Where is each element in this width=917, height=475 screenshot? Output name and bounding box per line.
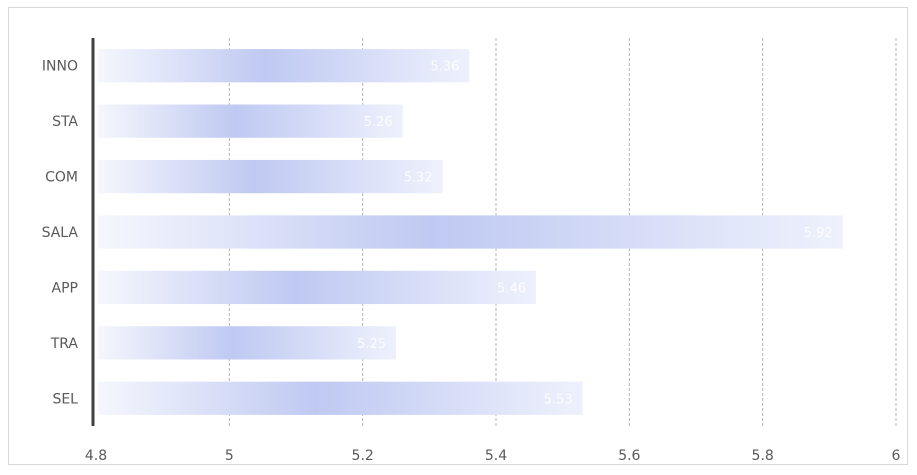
data-label: 5.32 — [404, 171, 433, 186]
data-label: 5.92 — [804, 226, 833, 241]
category-label: COM — [45, 170, 78, 186]
data-label: 5.53 — [544, 392, 573, 407]
category-label: SALA — [42, 225, 79, 241]
bar-inno — [98, 49, 470, 83]
bar-app — [98, 270, 536, 305]
x-tick-label: 4.8 — [85, 448, 107, 464]
category-label: APP — [52, 280, 78, 296]
data-label: 5.26 — [364, 115, 393, 130]
category-label: TRA — [50, 336, 79, 352]
bar-tra — [98, 326, 396, 360]
x-tick-label: 5 — [225, 448, 234, 464]
bars — [98, 49, 843, 415]
bar-sel — [98, 381, 583, 415]
x-tick-label: 5.2 — [352, 448, 374, 464]
bar-com — [98, 159, 443, 194]
x-tick-label: 5.8 — [752, 448, 774, 464]
category-label: STA — [52, 114, 78, 130]
x-tick-label: 6 — [892, 448, 901, 464]
labels: 4.8 5 5.2 5.4 5.6 5.8 6 INNO 5.36 STA 5.26 COM 5.32 S… — [42, 59, 901, 464]
bar-sala — [98, 215, 843, 249]
data-label: 5.36 — [430, 60, 459, 75]
bar-sta — [98, 104, 403, 138]
data-label: 5.46 — [497, 281, 526, 296]
category-label: INNO — [42, 59, 78, 75]
data-label: 5.25 — [357, 337, 386, 352]
x-tick-label: 5.6 — [618, 448, 640, 464]
category-label: SEL — [52, 391, 78, 407]
x-tick-label: 5.4 — [485, 448, 507, 464]
